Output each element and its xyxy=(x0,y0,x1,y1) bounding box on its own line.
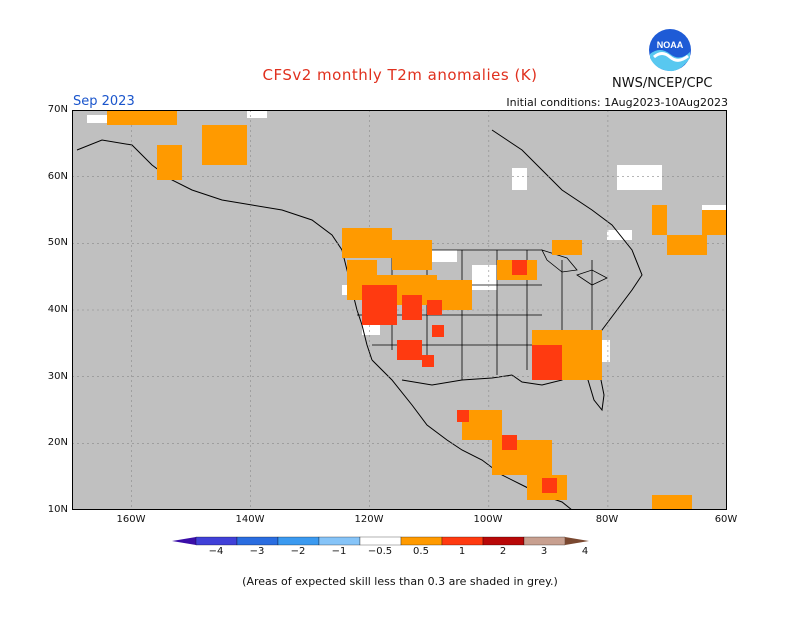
colorbar-segment xyxy=(195,536,238,546)
anomaly-orange xyxy=(107,110,727,510)
colorbar-segment xyxy=(400,536,443,546)
lon-label: 80W xyxy=(595,514,619,525)
colorbar-label: −0.5 xyxy=(367,546,393,557)
colorbar-arrow-right xyxy=(565,537,589,545)
chart-title: CFSv2 monthly T2m anomalies (K) xyxy=(262,66,538,84)
map-border xyxy=(72,110,727,510)
colorbar-label: 0.5 xyxy=(413,546,429,557)
svg-text:NOAA: NOAA xyxy=(657,40,684,50)
valid-month: Sep 2023 xyxy=(73,94,135,109)
lat-label: 40N xyxy=(47,304,68,315)
lon-label: 140W xyxy=(235,514,265,525)
initial-conditions: Initial conditions: 1Aug2023-10Aug2023 xyxy=(506,96,728,109)
colorbar-segment xyxy=(318,536,361,546)
anomaly-red xyxy=(362,260,562,493)
colorbar-arrow-left xyxy=(172,537,196,545)
lat-label: 70N xyxy=(47,104,68,115)
agency-label: NWS/NCEP/CPC xyxy=(612,76,713,91)
colorbar-label: 3 xyxy=(540,546,548,557)
colorbar-label: 4 xyxy=(581,546,589,557)
colorbar-segment xyxy=(359,536,402,546)
colorbar-label: −3 xyxy=(249,546,265,557)
great-lakes xyxy=(541,249,608,286)
lon-label: 120W xyxy=(354,514,384,525)
lat-label: 20N xyxy=(47,437,68,448)
colorbar xyxy=(172,536,589,546)
coastline-north-america xyxy=(76,139,373,361)
colorbar-segment xyxy=(482,536,525,546)
colorbar-label: 1 xyxy=(458,546,466,557)
colorbar-label: −4 xyxy=(208,546,224,557)
footnote: (Areas of expected skill less than 0.3 a… xyxy=(242,575,558,588)
colorbar-segment xyxy=(277,536,320,546)
lon-label: 100W xyxy=(473,514,503,525)
lat-label: 50N xyxy=(47,237,68,248)
coastline-east xyxy=(491,129,643,386)
colorbar-segment xyxy=(441,536,484,546)
colorbar-label: 2 xyxy=(499,546,507,557)
colorbar-segment xyxy=(236,536,279,546)
lat-label: 30N xyxy=(47,371,68,382)
noaa-logo-icon: NOAA xyxy=(649,29,691,72)
lat-label: 10N xyxy=(47,504,68,515)
colorbar-label: −1 xyxy=(331,546,347,557)
lon-label: 60W xyxy=(714,514,738,525)
colorbar-label: −2 xyxy=(290,546,306,557)
anomaly-map xyxy=(72,110,727,510)
colorbar-segment xyxy=(523,536,566,546)
lon-label: 160W xyxy=(116,514,146,525)
lat-label: 60N xyxy=(47,171,68,182)
